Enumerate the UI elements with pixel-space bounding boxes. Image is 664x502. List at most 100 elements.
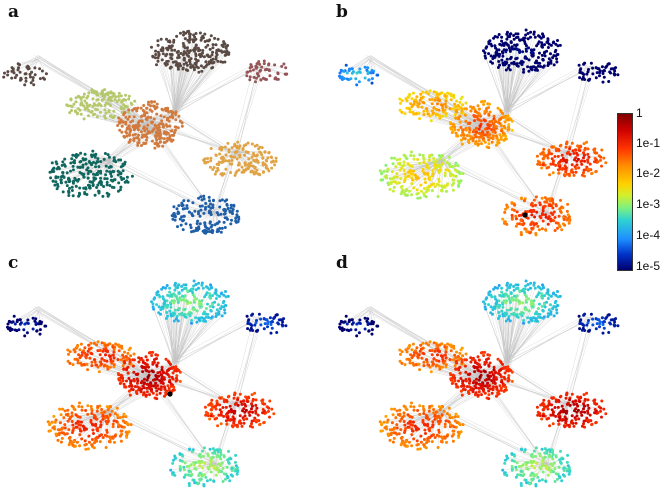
- node: [403, 192, 407, 196]
- edge: [506, 60, 552, 113]
- node: [74, 109, 77, 113]
- node: [176, 56, 180, 60]
- node: [75, 345, 79, 349]
- node: [507, 127, 511, 131]
- node: [504, 207, 507, 211]
- node: [23, 83, 27, 87]
- node: [229, 222, 233, 226]
- node: [601, 72, 605, 75]
- node: [164, 107, 168, 111]
- node: [482, 103, 486, 106]
- edge: [247, 315, 261, 318]
- node: [560, 228, 564, 232]
- node: [237, 168, 241, 172]
- edge: [541, 198, 548, 211]
- node: [100, 357, 104, 361]
- node: [54, 418, 58, 422]
- node: [183, 46, 187, 50]
- node: [537, 40, 541, 44]
- node: [577, 146, 581, 150]
- node: [108, 354, 112, 358]
- node: [156, 142, 160, 146]
- node: [438, 157, 442, 161]
- node: [526, 210, 530, 214]
- node: [208, 220, 212, 224]
- node: [395, 175, 399, 179]
- node: [444, 168, 448, 172]
- node: [103, 88, 107, 92]
- node: [158, 130, 162, 134]
- node: [519, 218, 523, 222]
- node: [391, 162, 395, 166]
- node: [467, 130, 471, 134]
- node: [526, 65, 530, 69]
- node: [125, 368, 129, 372]
- node: [560, 153, 564, 157]
- node: [143, 114, 147, 118]
- node: [538, 161, 542, 164]
- node: [512, 34, 516, 37]
- node: [247, 157, 251, 161]
- node: [55, 167, 59, 171]
- node: [270, 320, 274, 323]
- node: [200, 204, 204, 208]
- node: [171, 115, 174, 119]
- node: [186, 38, 190, 42]
- node: [68, 186, 71, 190]
- node: [179, 64, 183, 68]
- node: [282, 317, 286, 321]
- node: [141, 384, 145, 388]
- node: [448, 162, 451, 166]
- node: [261, 161, 265, 165]
- node: [77, 94, 80, 98]
- node: [267, 409, 270, 413]
- node: [526, 32, 530, 35]
- inter-cluster-edge: [567, 64, 592, 152]
- node: [553, 216, 557, 219]
- node: [270, 160, 273, 164]
- node: [587, 155, 591, 159]
- node: [477, 118, 481, 122]
- node: [104, 173, 108, 177]
- node: [176, 286, 180, 290]
- node: [132, 352, 136, 356]
- node: [174, 113, 178, 116]
- node: [151, 384, 155, 388]
- node: [274, 156, 278, 160]
- node: [122, 107, 126, 111]
- node: [540, 41, 544, 45]
- node: [151, 360, 155, 364]
- node: [495, 136, 499, 140]
- node: [414, 112, 418, 115]
- node: [280, 64, 284, 68]
- node: [229, 203, 233, 207]
- node: [459, 179, 463, 183]
- node: [396, 162, 400, 166]
- edge: [58, 162, 110, 178]
- node: [541, 206, 545, 210]
- node: [68, 111, 72, 115]
- node: [165, 284, 169, 287]
- node: [272, 412, 276, 416]
- node: [168, 290, 172, 294]
- node: [65, 432, 69, 436]
- node: [467, 140, 471, 144]
- node: [235, 213, 239, 217]
- node: [177, 291, 181, 295]
- node: [510, 128, 514, 132]
- node: [171, 60, 175, 64]
- node: [390, 177, 394, 181]
- node: [153, 56, 157, 60]
- node: [250, 393, 254, 397]
- node: [421, 167, 425, 171]
- node: [109, 114, 112, 118]
- node: [514, 214, 518, 218]
- node: [149, 116, 153, 119]
- node: [11, 67, 15, 71]
- node: [241, 409, 244, 413]
- edge: [174, 47, 214, 115]
- node: [96, 157, 100, 161]
- node: [593, 157, 597, 160]
- node: [129, 387, 133, 391]
- node: [489, 42, 493, 46]
